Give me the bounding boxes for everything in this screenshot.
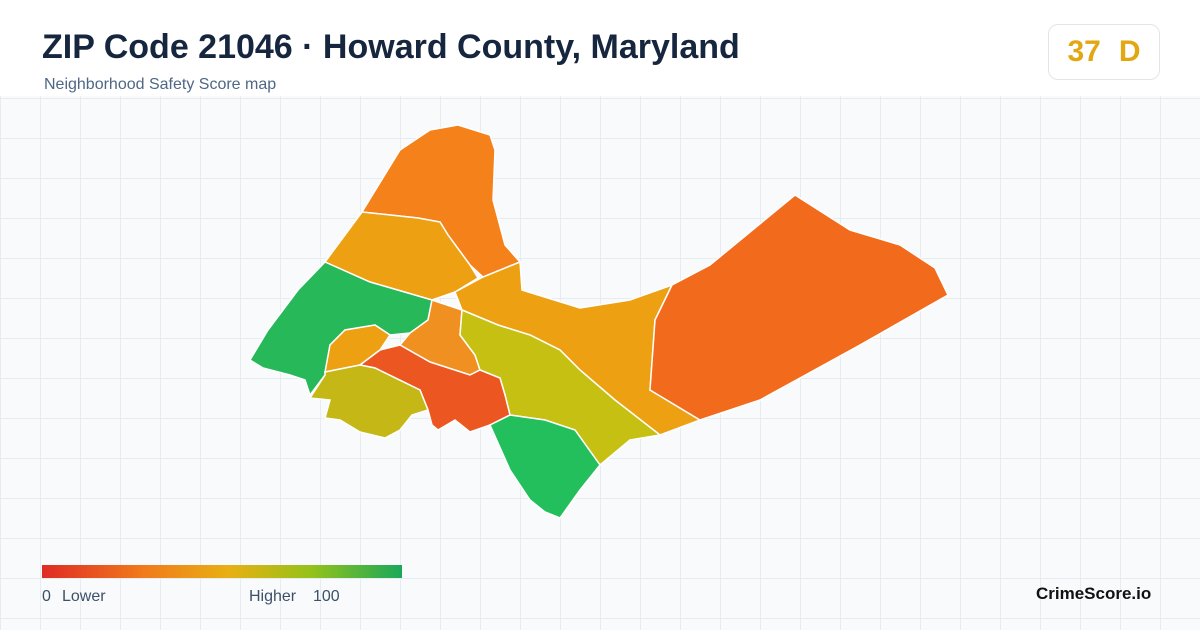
score-badge: 37 D [1048,24,1160,80]
legend-max-label: Higher [249,588,297,605]
brand: CrimeScore.io [1036,584,1152,603]
legend-max: 100 [313,588,340,605]
subtitle: Neighborhood Safety Score map [44,76,277,93]
score-value: 37 [1067,35,1101,68]
header: ZIP Code 21046 · Howard County, Maryland… [0,0,1200,96]
region [308,364,429,439]
legend-bar [42,565,402,578]
score-grade: D [1118,35,1141,68]
legend-min: 0 [42,588,51,605]
legend-min-label: Lower [62,588,106,605]
title: ZIP Code 21046 · Howard County, Maryland [42,28,740,66]
region [649,194,949,421]
region [489,414,601,519]
